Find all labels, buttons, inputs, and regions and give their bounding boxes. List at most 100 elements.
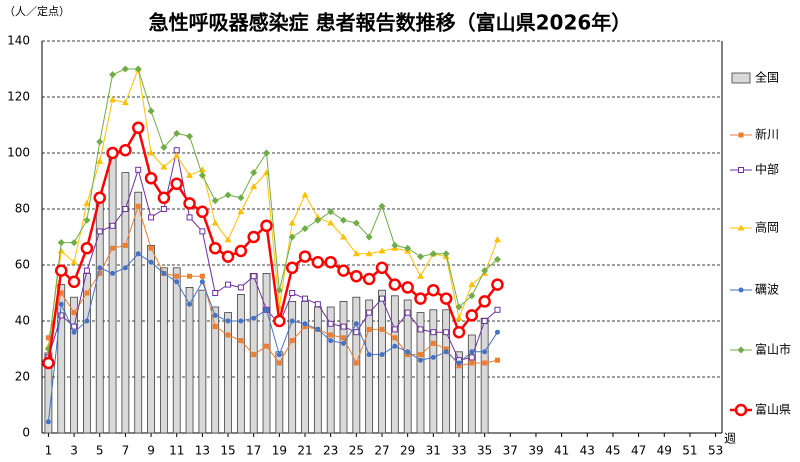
point — [324, 255, 337, 269]
point — [494, 357, 500, 363]
point — [482, 349, 488, 355]
point — [365, 233, 373, 241]
point — [170, 177, 183, 191]
point — [122, 242, 128, 248]
point — [353, 360, 359, 366]
point — [186, 214, 193, 221]
point — [173, 152, 181, 159]
x-tick-label: 53 — [708, 444, 723, 458]
bar — [185, 286, 194, 434]
point — [225, 281, 232, 288]
bar — [57, 284, 66, 434]
point — [80, 241, 94, 255]
legend-marker — [738, 287, 744, 293]
point — [264, 307, 270, 313]
x-tick-label: 45 — [605, 444, 620, 458]
point — [443, 349, 449, 355]
point — [378, 247, 386, 254]
y-tick-label: 140 — [7, 34, 30, 48]
point — [251, 352, 257, 358]
point — [174, 279, 180, 285]
point — [455, 303, 463, 311]
point — [302, 295, 309, 302]
legend-label: 全国 — [755, 70, 779, 85]
legend-marker — [734, 403, 748, 417]
point — [405, 349, 411, 355]
x-tick-label: 25 — [349, 444, 364, 458]
point — [469, 360, 475, 366]
point — [160, 143, 168, 151]
point — [122, 206, 129, 212]
point — [468, 281, 476, 288]
point — [482, 360, 488, 366]
bar — [339, 300, 348, 434]
point — [84, 318, 90, 324]
point — [379, 295, 385, 302]
point — [186, 171, 194, 178]
point — [199, 279, 205, 285]
point — [237, 284, 244, 291]
point — [315, 326, 321, 332]
point — [250, 273, 257, 280]
y-axis-label: （人／定点） — [4, 4, 70, 18]
point — [148, 245, 154, 251]
point — [187, 273, 193, 279]
point — [455, 314, 463, 321]
point — [311, 255, 325, 269]
point — [110, 245, 116, 251]
bar — [480, 317, 489, 434]
x-tick-label: 23 — [323, 444, 338, 458]
point — [340, 323, 347, 330]
point — [341, 335, 347, 341]
point — [135, 166, 142, 173]
point — [443, 329, 450, 336]
point — [96, 157, 104, 164]
point — [160, 206, 167, 212]
point — [366, 309, 373, 316]
point — [302, 324, 308, 330]
point — [144, 171, 158, 185]
bar — [429, 309, 438, 434]
point — [481, 318, 488, 324]
point — [289, 338, 295, 344]
bar — [403, 299, 412, 434]
point — [405, 352, 411, 358]
point — [456, 360, 462, 366]
point — [416, 272, 424, 279]
point — [350, 269, 363, 283]
point — [70, 239, 78, 247]
point — [97, 270, 103, 276]
point — [83, 216, 91, 224]
point — [276, 360, 282, 366]
point — [392, 343, 398, 349]
point — [247, 230, 260, 244]
point — [328, 332, 334, 338]
point — [493, 236, 501, 243]
bar — [224, 312, 232, 434]
point — [366, 352, 372, 358]
point — [285, 261, 299, 275]
point — [110, 270, 116, 276]
point — [58, 290, 64, 296]
bar — [301, 300, 309, 434]
point — [148, 259, 154, 265]
bar — [211, 306, 220, 434]
point — [443, 346, 449, 352]
point — [109, 222, 116, 229]
point — [417, 326, 424, 333]
point — [212, 312, 218, 318]
bar — [313, 306, 322, 434]
point — [212, 290, 219, 296]
point — [314, 301, 321, 308]
point — [174, 273, 180, 279]
point — [288, 233, 296, 241]
point — [494, 306, 501, 313]
point — [186, 132, 194, 140]
point — [157, 191, 171, 205]
point — [352, 219, 360, 227]
point — [328, 338, 334, 344]
point — [237, 208, 245, 215]
point — [96, 138, 104, 146]
legend-label: 高岡 — [755, 220, 779, 235]
point — [57, 247, 65, 254]
